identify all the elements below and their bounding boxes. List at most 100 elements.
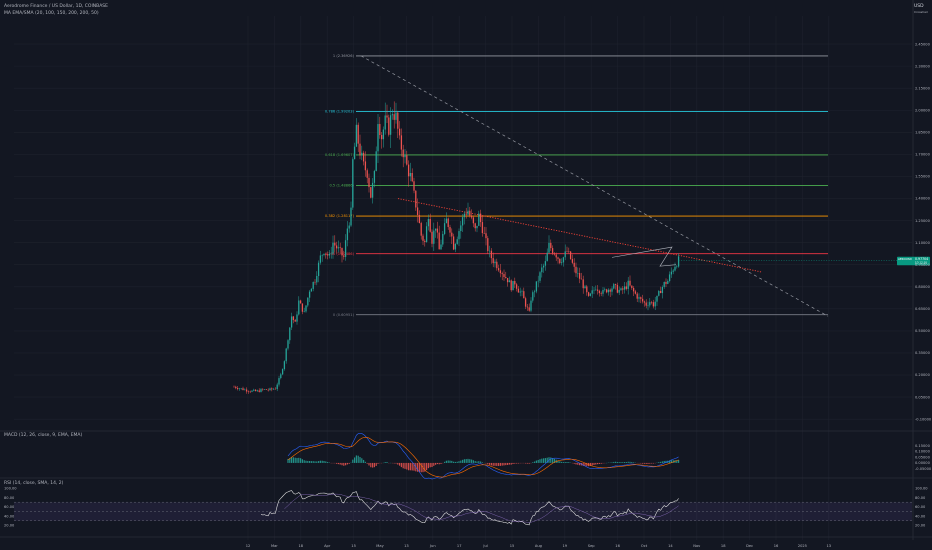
macd-histogram-bar [460,460,462,463]
grid [14,16,912,540]
trendline-dotted [397,198,763,273]
macd-histogram-bar [622,462,624,463]
macd-histogram-bar [289,458,291,463]
candle-body [481,222,484,234]
candle-body [609,289,611,292]
macd-histogram-bar [579,462,581,466]
y-tick-label: 1.40000 [915,197,931,201]
candle-body [604,289,606,290]
x-tick-label: 12 [246,544,251,548]
candle-body [328,253,331,256]
candle-body [382,129,385,140]
candle-body [240,388,242,389]
candle-body [474,223,476,229]
x-tick-label: Sep [588,544,595,548]
fib-label: 0 (0.60951) [333,313,355,317]
macd-histogram-bar [456,461,458,463]
candle-body [523,291,525,299]
macd-histogram-bar [309,461,311,463]
candle-body [449,227,451,233]
candle-body [353,146,356,160]
macd-histogram-bar [462,459,464,463]
candle-body [335,245,338,249]
candle-body [499,270,502,274]
macd-histogram-bar [534,461,536,463]
candle-body [400,135,403,150]
candle-body [418,214,421,224]
macd-histogram-bar [499,462,501,466]
macd-line [287,433,679,480]
candle-body [433,230,435,244]
candle-body [526,306,529,308]
macd-histogram-bar [625,462,627,463]
macd-histogram-bar [435,462,437,465]
currency-label[interactable]: USD [914,4,924,9]
moving-average-legend: MA EMA/SMA (20, 100, 150, 200, 200, 50) [4,11,99,16]
candle-body [298,300,300,315]
candle-body [470,215,473,218]
macd-histogram-bar [368,462,370,466]
macd-y-tick: 0.05000 [915,455,931,459]
macd-histogram-bar [451,460,453,463]
candle-body [397,112,399,129]
candle-body [296,314,298,322]
macd-histogram-bar [355,455,357,463]
candle-body [505,277,507,279]
y-tick-label: -0.10000 [915,417,932,421]
macd-histogram-bar [562,462,564,463]
currency-sublabel: Crosshair [914,10,929,14]
rsi-left-tick: 100.00 [4,487,17,491]
candle-body [591,290,593,294]
x-tick-label: May [376,544,384,548]
macd-histogram-bar [561,461,563,463]
macd-histogram-bar [584,462,586,466]
candle-body [308,291,311,298]
candle-body [631,285,633,288]
candle-body [647,305,649,306]
candle-body [321,254,323,256]
candle-body [659,290,662,294]
macd-histogram-bar [406,462,408,470]
candle-body [272,388,275,390]
macd-histogram-bar [474,461,476,463]
candle-body [317,262,320,276]
macd-histogram-bar [582,462,584,466]
candle-body [289,327,291,341]
candle-body [593,289,595,291]
macd-histogram-bar [318,461,320,463]
macd-histogram-bar [660,461,662,463]
macd-histogram-bar [647,462,649,464]
candle-body [301,303,304,312]
candle-body [316,275,318,283]
candle-body [542,265,545,268]
macd-histogram-bar [352,459,354,463]
macd-histogram-bar [292,457,294,463]
macd-histogram-bar [467,458,469,463]
macd-histogram-bar [363,459,365,463]
candle-body [447,218,449,228]
candle-body [512,280,514,291]
macd-histogram-bar [384,462,386,463]
wedge-drawing [611,246,677,267]
candle-body [476,225,478,229]
macd-histogram-bar [627,461,629,463]
macd-histogram-bar [294,457,296,463]
x-tick-label: 18 [299,544,304,548]
candle-body [371,182,374,198]
candle-body [616,284,619,293]
rsi-left-tick: 80.00 [4,496,15,500]
candle-body [620,288,622,290]
macd-histogram-bar [418,462,420,472]
candle-body [307,297,309,306]
macd-histogram-bar [316,461,318,463]
candle-body [623,286,626,290]
macd-histogram-bar [539,459,541,463]
candle-body [352,159,354,208]
candle-body [303,311,305,312]
macd-histogram-bar [559,461,561,463]
candle-body [251,390,253,392]
macd-histogram-bar [678,459,680,463]
candle-body [550,242,552,249]
candle-body [627,280,629,289]
